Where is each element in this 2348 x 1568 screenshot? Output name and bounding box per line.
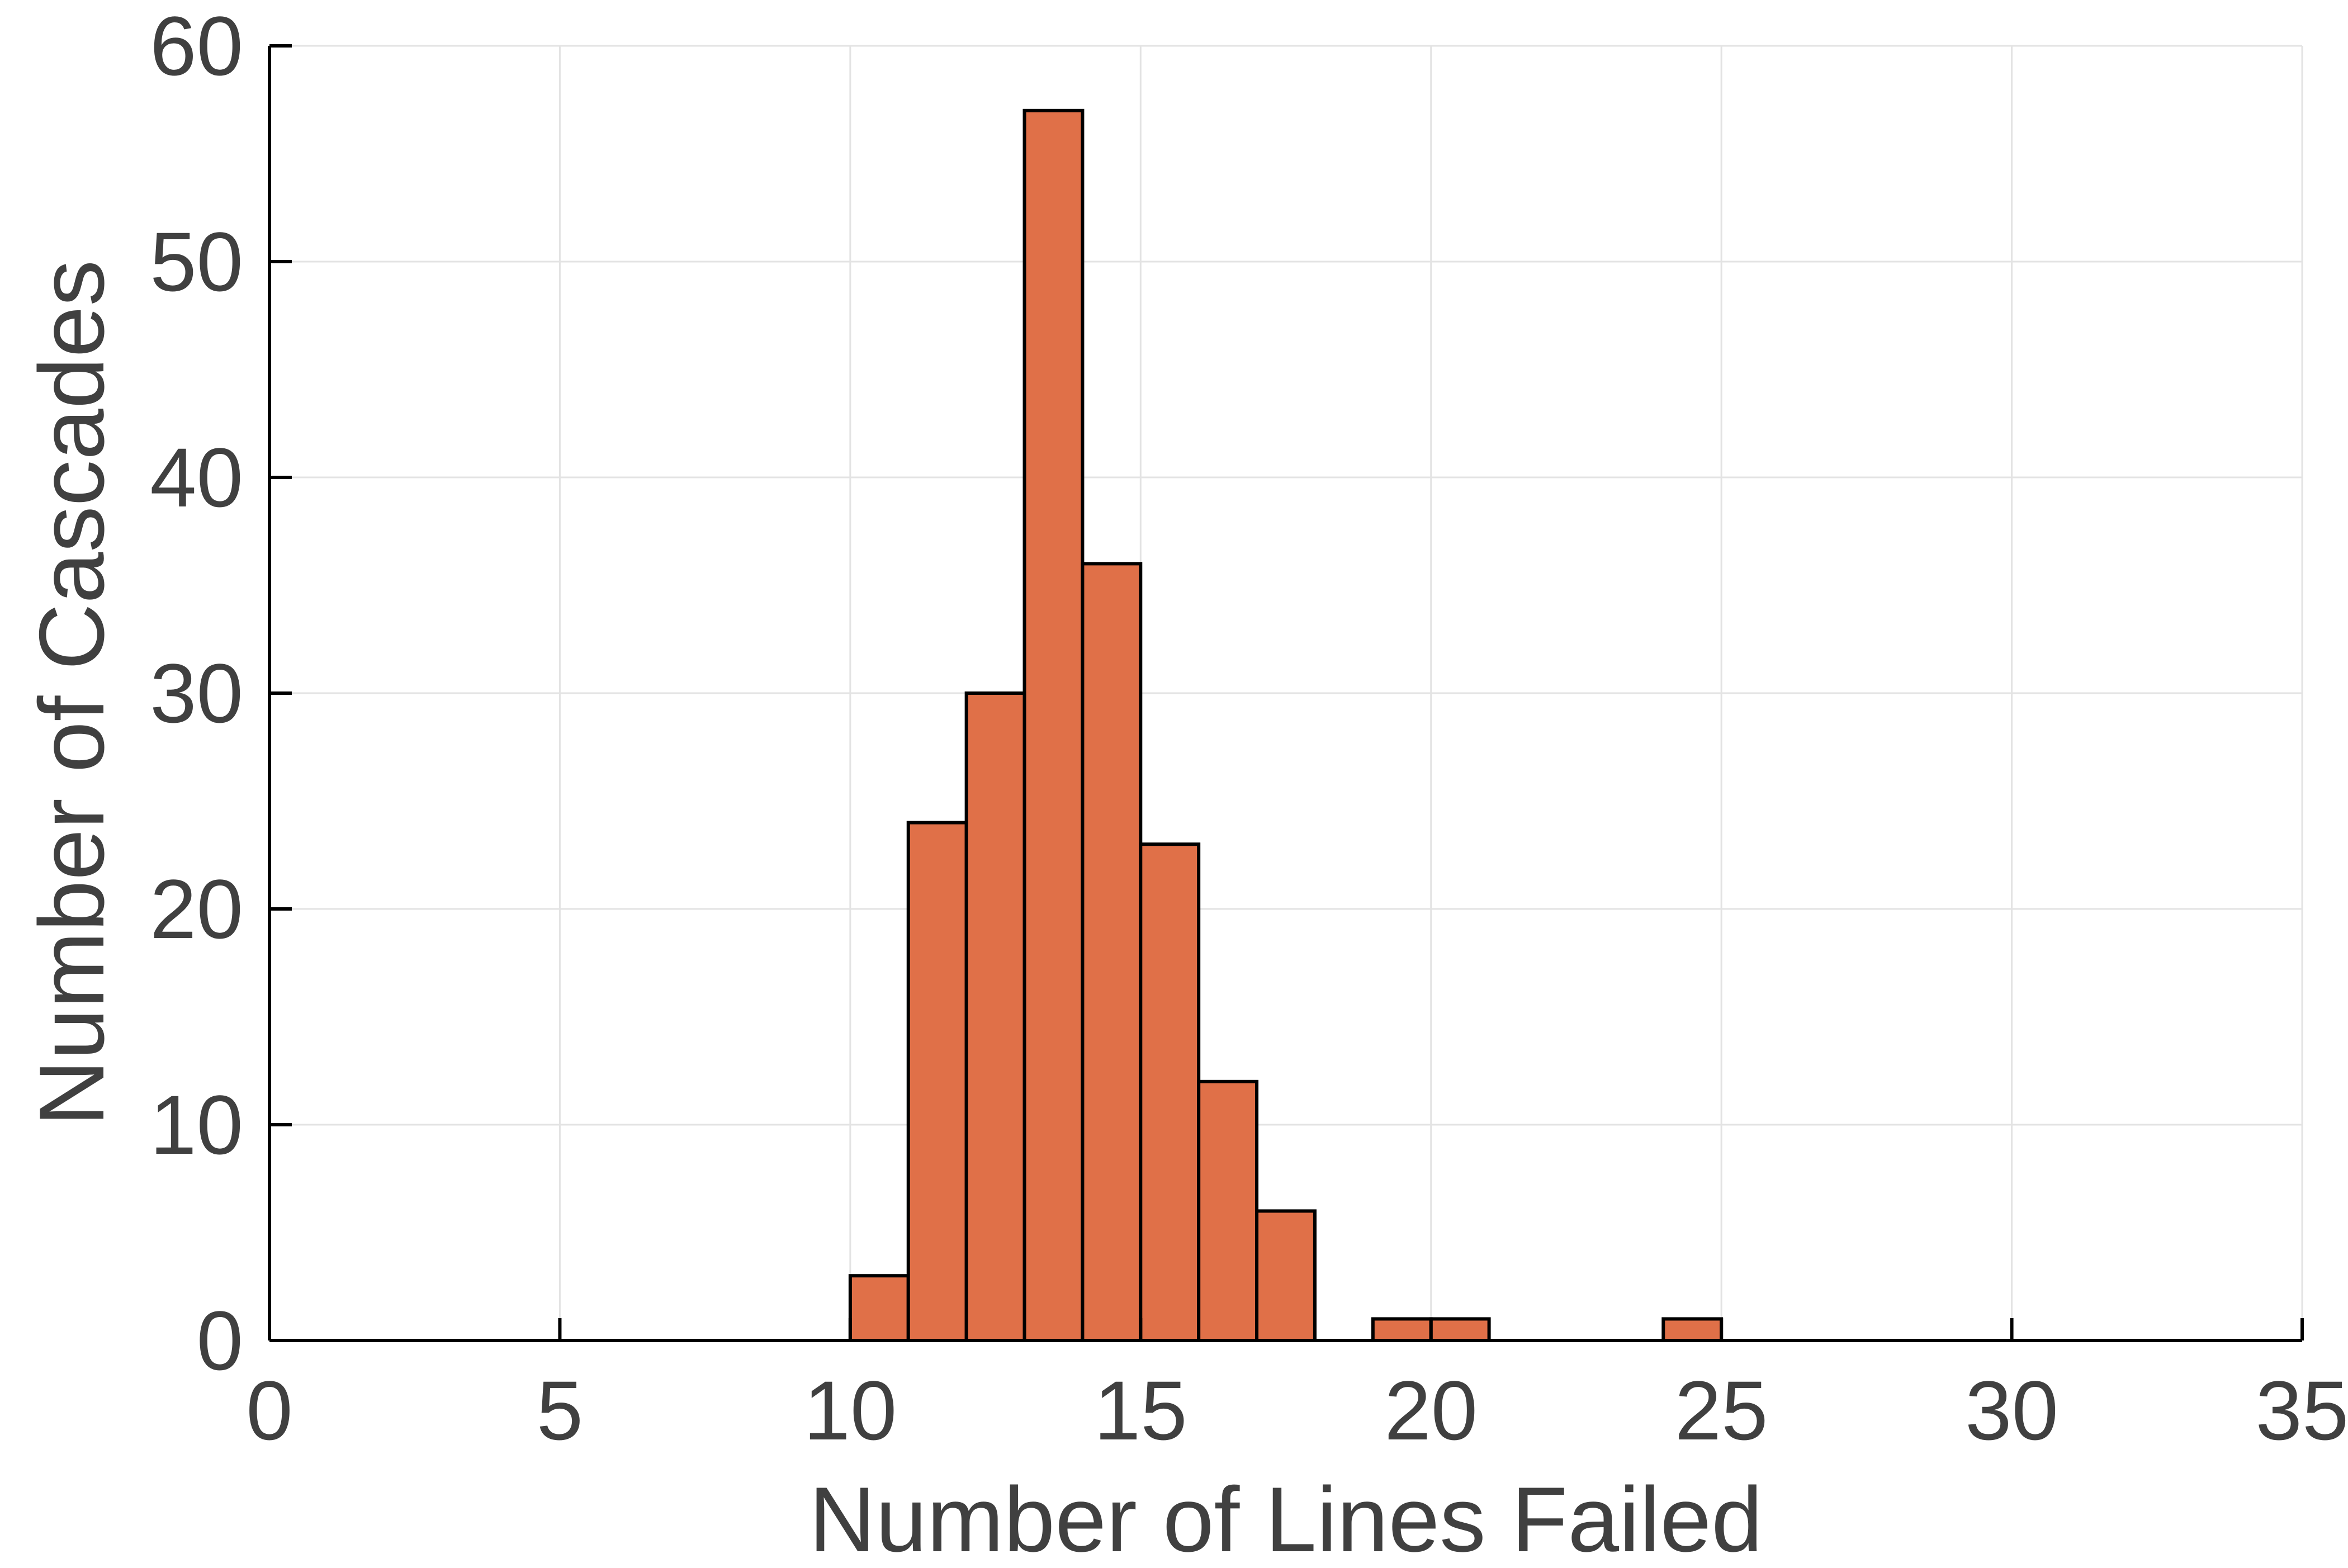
- axes: [268, 44, 2304, 1342]
- y-tick-label: 50: [150, 215, 243, 309]
- tick-labels: 0 5 10 15 20 25 30 35 0 10 20 30 40 50 60: [150, 0, 2348, 1457]
- y-tick-label: 40: [150, 430, 243, 524]
- histogram-bar: [1371, 1317, 1433, 1342]
- x-tick-label: 0: [246, 1363, 292, 1457]
- histogram-bar: [1255, 1209, 1317, 1342]
- histogram-bar: [964, 691, 1026, 1342]
- grid-lines: [268, 45, 2303, 1342]
- y-tick-label: 20: [150, 862, 243, 956]
- x-tick-label: 30: [1965, 1363, 2058, 1457]
- histogram-bar: [848, 1274, 910, 1342]
- y-tick-label: 60: [150, 0, 243, 93]
- x-tick-label: 20: [1384, 1363, 1478, 1457]
- y-tick-label: 10: [150, 1078, 243, 1172]
- y-tick-label: 0: [197, 1294, 243, 1387]
- histogram-bar: [1081, 562, 1143, 1342]
- y-axis-label: Number of Cascades: [20, 260, 123, 1126]
- histogram-bars: [848, 108, 1724, 1343]
- histogram-bar: [906, 821, 968, 1342]
- x-tick-label: 10: [803, 1363, 897, 1457]
- x-tick-label: 15: [1094, 1363, 1187, 1457]
- histogram-bar: [1139, 842, 1201, 1342]
- x-tick-label: 25: [1675, 1363, 1768, 1457]
- histogram-bar: [1197, 1079, 1259, 1343]
- histogram-bar: [1429, 1317, 1491, 1342]
- x-tick-label: 5: [537, 1363, 583, 1457]
- x-axis-label: Number of Lines Failed: [809, 1468, 1763, 1565]
- y-tick-label: 30: [150, 646, 243, 740]
- histogram-bar: [1022, 108, 1085, 1342]
- x-tick-label: 35: [2256, 1363, 2348, 1457]
- histogram-bar: [1661, 1317, 1724, 1342]
